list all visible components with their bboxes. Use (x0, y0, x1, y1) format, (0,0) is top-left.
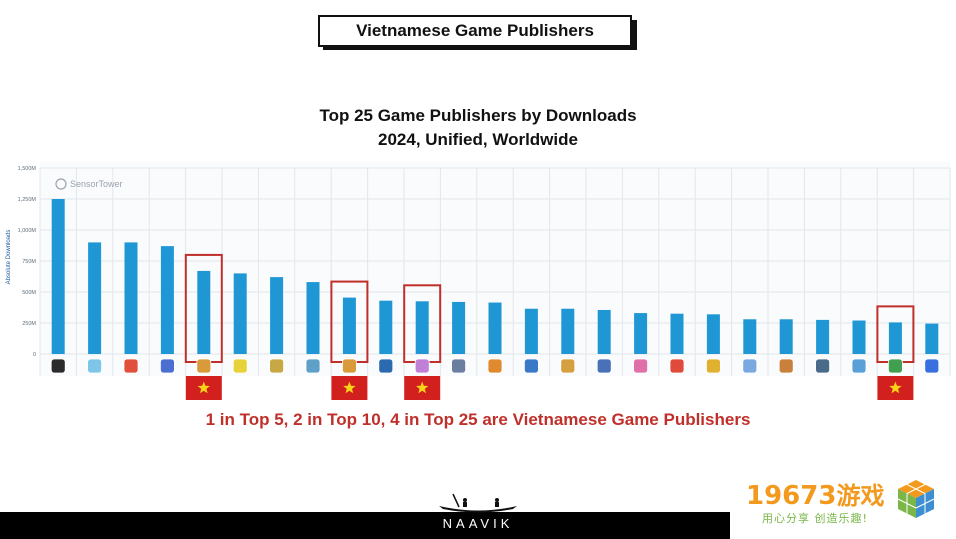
flag-star-icon (889, 381, 902, 394)
bar (197, 270, 211, 354)
bar (306, 282, 320, 354)
publisher-app-icon (451, 358, 467, 374)
bar (743, 319, 757, 354)
publisher-app-icon (414, 358, 430, 374)
chart-subtitle: 2024, Unified, Worldwide (378, 130, 578, 149)
y-tick-label: 750M (22, 259, 36, 265)
sensortower-label: SensorTower (70, 179, 123, 189)
publisher-app-icon (706, 358, 721, 374)
bar (561, 308, 575, 354)
watermark-subtitle: 用心分享 创造乐趣! (762, 512, 868, 525)
bar (452, 301, 466, 354)
bar (888, 322, 902, 354)
flag-star-icon (343, 381, 356, 394)
bar (270, 277, 284, 354)
bar (779, 319, 793, 354)
publisher-app-icon (50, 358, 66, 374)
bar (88, 242, 102, 354)
bar (634, 313, 648, 354)
chart-svg: 0 250M 500M 750M 1,000M 1,250M 1,500M Absolute… (6, 162, 951, 376)
publisher-app-icon (815, 358, 830, 374)
watermark-number: 19673 (746, 481, 837, 511)
bar (524, 308, 538, 354)
callout-text: 1 in Top 5, 2 in Top 10, 4 in Top 25 are… (205, 410, 751, 429)
publisher-app-icon (596, 358, 612, 374)
bar (706, 314, 720, 354)
footer-bar (0, 512, 730, 539)
y-tick-label: 1,500M (18, 166, 37, 172)
chart-title: Top 25 Game Publishers by Downloads (319, 106, 637, 125)
y-tick-label: 500M (22, 290, 36, 296)
bar (379, 300, 393, 354)
bar (488, 302, 502, 354)
publisher-app-icon (123, 358, 139, 374)
publisher-app-icon (487, 358, 503, 374)
publisher-app-icon (524, 358, 539, 374)
publisher-app-icon (378, 358, 394, 374)
flag-star-icon (197, 381, 210, 394)
watermark-cn: 游戏 (836, 482, 885, 510)
bar (852, 320, 866, 354)
bar (342, 297, 356, 354)
cube-logo-icon (897, 480, 935, 518)
y-tick-label: 0 (33, 352, 36, 358)
y-tick-label: 1,000M (18, 228, 37, 234)
publisher-app-icon (232, 358, 248, 374)
bar (415, 301, 429, 354)
bar (51, 199, 65, 354)
chart: 0 250M 500M 750M 1,000M 1,250M 1,500M Absolute… (0, 162, 956, 378)
sensortower-logo: SensorTower (55, 178, 123, 190)
publisher-app-icon (633, 358, 648, 374)
publisher-app-icon (87, 358, 102, 374)
bar (925, 323, 939, 354)
header-badge: Vietnamese Game Publishers (318, 15, 632, 47)
y-axis-label: Absolute Downloads (6, 230, 12, 285)
publisher-app-icon (742, 358, 758, 374)
publisher-app-icon (924, 358, 940, 374)
publisher-app-icon (560, 358, 576, 374)
bar (233, 273, 247, 354)
publisher-app-icon (305, 358, 321, 374)
flag-star-icon (416, 381, 429, 394)
bar (160, 246, 174, 354)
y-tick-label: 250M (22, 321, 36, 327)
flag-row (185, 376, 914, 400)
bar (816, 319, 830, 354)
publisher-app-icon (159, 358, 175, 374)
bar (124, 242, 138, 354)
publisher-app-icon (196, 358, 212, 374)
publisher-app-icon (341, 358, 357, 374)
boat-logo-icon (439, 493, 517, 513)
y-tick-label: 1,250M (18, 197, 37, 203)
watermark: 19673游戏 (746, 476, 884, 511)
publisher-app-icon (269, 358, 285, 374)
publisher-app-icon (778, 358, 794, 374)
footer-brand: NAAVIK (442, 516, 514, 531)
publisher-app-icon (888, 358, 903, 374)
bar (670, 313, 684, 354)
bar (597, 309, 611, 354)
publisher-app-icon (851, 358, 867, 374)
publisher-app-icon (669, 358, 685, 374)
